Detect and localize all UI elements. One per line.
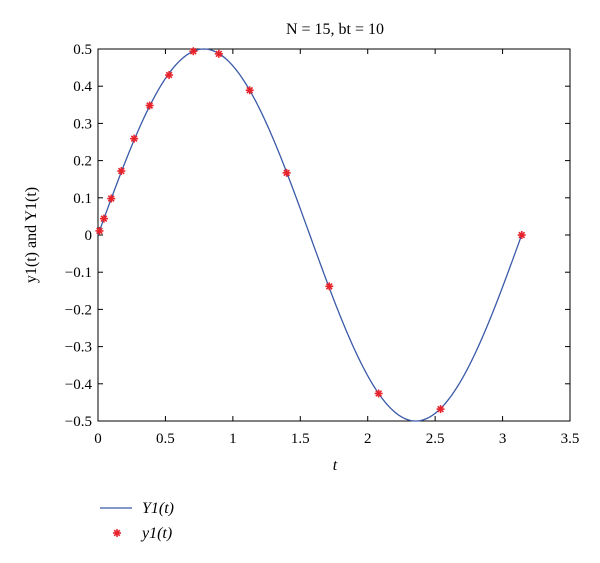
data-point <box>214 49 223 58</box>
y-tick-label: −0.3 <box>65 340 92 356</box>
x-axis-ticks: 0 0.5 1 1.5 2 2.5 3 3.5 <box>94 49 579 447</box>
data-point <box>117 167 126 176</box>
y-axis-ticks: 0.5 0.4 0.3 0.2 0.1 0 −0.1 −0.2 −0.3 −0.4 −0.5 <box>65 42 570 430</box>
x-axis-label: t <box>333 457 338 474</box>
data-point <box>145 101 154 110</box>
x-tick-label: 1.5 <box>291 431 310 447</box>
data-point <box>165 71 174 80</box>
y-tick-label: −0.5 <box>65 414 92 430</box>
legend-marker <box>113 529 121 537</box>
series-markers-y1 <box>95 47 526 414</box>
plot-area <box>97 48 571 422</box>
legend-label-y1: y1(t) <box>140 525 172 542</box>
data-point <box>436 405 445 414</box>
x-tick-label: 3 <box>499 431 507 447</box>
y-tick-label: −0.2 <box>65 302 92 318</box>
data-point <box>95 226 104 235</box>
legend: Y1(t) y1(t) <box>100 500 174 542</box>
y-axis-label: y1(t) and Y1(t) <box>23 187 40 283</box>
chart-title: N = 15, bt = 10 <box>286 21 384 38</box>
x-tick-label: 2.5 <box>426 431 445 447</box>
x-tick-label: 1 <box>229 431 237 447</box>
y-tick-label: −0.4 <box>65 377 93 393</box>
legend-marker-swatch <box>113 529 121 537</box>
data-point <box>282 168 291 177</box>
y-tick-label: 0.2 <box>73 154 92 170</box>
data-point <box>107 194 116 203</box>
y-tick-label: 0 <box>85 228 93 244</box>
data-point <box>374 389 383 398</box>
y-tick-label: 0.3 <box>73 116 92 132</box>
x-tick-label: 0.5 <box>156 431 175 447</box>
series-line-Y1 <box>97 48 523 422</box>
y-tick-label: 0.5 <box>73 42 92 58</box>
legend-label-Y1: Y1(t) <box>142 500 174 517</box>
x-tick-label: 2 <box>364 431 372 447</box>
data-point <box>325 282 334 291</box>
x-tick-label: 0 <box>94 431 102 447</box>
data-point <box>99 214 108 223</box>
data-point <box>189 47 198 56</box>
data-point <box>517 231 526 239</box>
y-tick-label: 0.1 <box>73 191 92 207</box>
data-point <box>130 134 139 143</box>
y-tick-label: −0.1 <box>65 265 92 281</box>
y-tick-label: 0.4 <box>73 79 92 95</box>
x-tick-label: 3.5 <box>561 431 580 447</box>
data-point <box>245 86 254 95</box>
